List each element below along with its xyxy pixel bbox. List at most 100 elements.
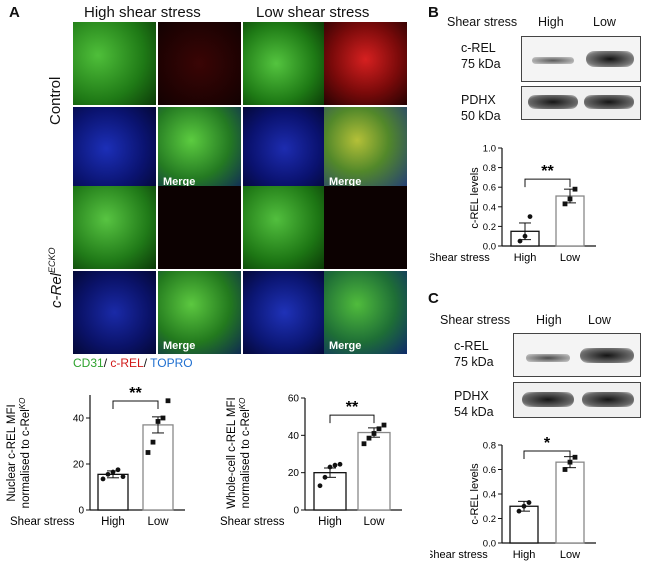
data-point: [120, 474, 126, 480]
panel-c-low: Low: [588, 313, 611, 327]
x-tick-label: High: [513, 549, 536, 561]
y-tick-label: 1.0: [483, 144, 496, 155]
data-point: [317, 483, 323, 489]
y-tick-label: 40: [73, 414, 85, 425]
data-point: [567, 459, 573, 465]
x-tick-label: Low: [363, 516, 385, 528]
data-point: [527, 214, 533, 219]
panel-b-blot2-label: PDHX 50 kDa: [461, 93, 501, 123]
y-tick-label: 0.6: [483, 183, 496, 194]
panel-c-blot-pdhx: [513, 382, 641, 418]
data-point: [160, 415, 166, 421]
panel-b-letter: B: [428, 4, 439, 21]
significance-bracket: [523, 450, 571, 459]
data-point: [110, 469, 116, 475]
legend-cd31: CD31: [73, 356, 104, 370]
legend-crel: c-REL: [110, 356, 144, 370]
data-point: [517, 238, 523, 244]
image-ko-low-crel: [324, 186, 407, 269]
x-tick-label: Low: [560, 252, 580, 264]
x-axis-label: Shear stress: [10, 516, 75, 528]
col-header-high: High shear stress: [84, 4, 201, 21]
x-axis-label: Shear stress: [220, 516, 285, 528]
bar-high: [509, 505, 539, 544]
y-tick-label: 0.6: [483, 465, 496, 476]
bar-low: [142, 424, 174, 511]
y-tick-label: 0.2: [483, 222, 496, 233]
image-control-low-crel: [324, 22, 407, 105]
y-tick-label: 20: [73, 460, 85, 471]
y-tick-label: 0: [78, 506, 84, 517]
data-point: [105, 471, 111, 477]
y-tick-label: 0.4: [483, 202, 496, 213]
data-point: [572, 186, 578, 192]
panel-b-high: High: [538, 15, 564, 29]
significance-label: **: [541, 163, 554, 180]
image-ko-low-merge: Merge: [324, 271, 407, 354]
y-axis-label: Whole-cell c-REL MFI normalised to c-RelK…: [226, 397, 252, 508]
row-label-control: Control: [47, 76, 64, 125]
data-point: [562, 467, 568, 472]
image-control-high-merge: Merge: [158, 107, 241, 190]
panel-b-shear-label: Shear stress: [447, 15, 518, 29]
x-tick-label: High: [101, 516, 125, 528]
chart-blot-b: 0.0 0.2 0.4 0.6 0.8 1.0 High Low Shear stress ** c…: [430, 144, 596, 264]
col-header-low: Low shear stress: [256, 4, 370, 21]
data-point: [332, 462, 338, 468]
panel-a-letter: A: [9, 4, 20, 21]
x-tick-label: Low: [560, 549, 580, 561]
panel-c-blot2-label: PDHX 54 kDa: [454, 389, 494, 419]
x-axis-label: Shear stress: [430, 252, 490, 264]
panel-b-blot-pdhx: [521, 86, 641, 120]
y-tick-label: 40: [288, 431, 300, 442]
data-point: [361, 441, 367, 447]
data-point: [322, 474, 328, 480]
y-tick-label: 0.0: [483, 242, 496, 253]
x-tick-label: High: [514, 252, 537, 264]
significance-bracket: [329, 414, 375, 424]
panel-b-blot1-label: c-REL 75 kDa: [461, 41, 501, 71]
y-tick-label: 20: [288, 468, 300, 479]
data-point: [562, 201, 568, 207]
data-point: [337, 461, 343, 467]
panel-c-shear-label: Shear stress: [440, 313, 511, 327]
image-ko-low-cd31: [243, 186, 326, 269]
y-axis-label: c-REL levels: [469, 463, 481, 525]
bar-high: [313, 472, 347, 511]
image-control-high-crel: [158, 22, 241, 105]
y-tick-label: 0.8: [483, 441, 496, 452]
image-ko-high-merge: Merge: [158, 271, 241, 354]
significance-bracket: [524, 178, 571, 188]
bar-low: [555, 461, 585, 544]
chart-blot-c: 0.0 0.2 0.4 0.6 0.8 High Low Shear stress * c-REL…: [430, 435, 596, 561]
data-point: [526, 500, 532, 505]
chart-nuclear: 0 20 40 High Low Shear stress ** Nuclear c-REL …: [6, 385, 185, 528]
y-tick-label: 0.4: [483, 490, 496, 501]
y-tick-label: 0.2: [483, 514, 496, 525]
y-tick-label: 0.8: [483, 163, 496, 174]
y-axis-label: c-REL levels: [469, 167, 481, 229]
image-control-high-cd31: [73, 22, 156, 105]
panel-c-high: High: [536, 313, 562, 327]
data-point: [115, 467, 121, 473]
legend-topro: TOPRO: [150, 356, 193, 370]
image-control-low-topro: [243, 107, 326, 190]
image-control-high-topro: [73, 107, 156, 190]
panel-b-blot-crel: [521, 36, 641, 82]
data-point: [572, 454, 578, 460]
image-control-low-cd31: [243, 22, 326, 105]
data-point: [376, 426, 382, 432]
image-ko-high-cd31: [73, 186, 156, 269]
data-point: [327, 464, 333, 470]
significance-label: **: [129, 385, 142, 402]
data-point: [366, 435, 372, 441]
bar-low: [555, 195, 585, 247]
significance-label: **: [346, 399, 359, 416]
data-point: [100, 476, 106, 482]
image-control-low-merge: Merge: [324, 107, 407, 190]
data-point: [150, 439, 156, 445]
data-point: [371, 431, 377, 436]
stain-legend: CD31/ c-REL/ TOPRO: [73, 356, 193, 370]
image-ko-high-topro: [73, 271, 156, 354]
image-ko-low-topro: [243, 271, 326, 354]
